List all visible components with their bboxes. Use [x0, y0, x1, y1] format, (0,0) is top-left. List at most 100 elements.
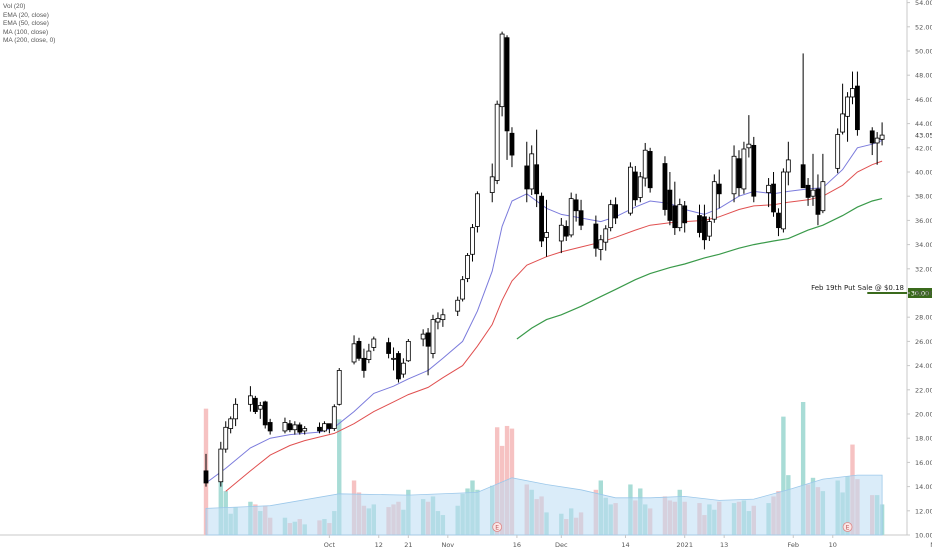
- candle-body: [233, 403, 239, 420]
- time-tick-label: 14: [621, 541, 629, 549]
- candle-body: [475, 193, 480, 227]
- candle-body: [489, 176, 495, 193]
- candle-body: [539, 195, 544, 242]
- earnings-marker: [842, 522, 853, 532]
- volume-bar: [800, 402, 806, 535]
- time-tick-label: Oct: [324, 541, 336, 549]
- legend-ma100[interactable]: MA (100, close): [3, 28, 49, 36]
- candle-body: [509, 132, 515, 156]
- candle-body: [455, 299, 461, 312]
- candle-body: [593, 223, 599, 249]
- candle-body: [815, 188, 821, 215]
- candle-body: [869, 130, 875, 144]
- ema50-line: [225, 160, 883, 492]
- candle-body: [326, 423, 332, 429]
- candle-body: [820, 181, 826, 212]
- candle-body: [371, 338, 377, 348]
- candle-body: [356, 340, 362, 359]
- time-tick-label: 12: [375, 541, 383, 549]
- candle-body: [460, 279, 466, 300]
- legend-ma200[interactable]: MA (200, close, 0): [3, 37, 56, 45]
- candle-body: [603, 228, 609, 243]
- candle-body: [608, 204, 614, 229]
- candle-body: [785, 159, 791, 173]
- time-tick-label: Mar: [930, 541, 932, 549]
- candle-body: [524, 165, 530, 190]
- candle-body: [637, 176, 643, 198]
- time-tick-label: Nov: [441, 541, 454, 549]
- legend-volume[interactable]: Vol (20): [3, 3, 26, 10]
- candle-body: [766, 184, 771, 193]
- candle-body: [563, 226, 569, 237]
- candle-body: [317, 426, 322, 432]
- candle-body: [751, 144, 757, 197]
- legend-ema50[interactable]: EMA (50, close): [3, 20, 49, 28]
- ma100-line: [516, 198, 883, 340]
- candle-body: [420, 333, 426, 340]
- candle-body: [391, 357, 396, 360]
- candle-body: [331, 406, 337, 429]
- candle-body: [322, 423, 327, 432]
- candle-body: [840, 113, 846, 133]
- put-sale-label: Feb 19th Put Sale @ $0.18: [811, 284, 904, 292]
- candle-body: [292, 424, 298, 431]
- price-tick-label: 48.00: [915, 72, 932, 80]
- candle-body: [336, 370, 342, 405]
- volume-bar: [781, 416, 786, 535]
- candle-body: [780, 171, 786, 230]
- price-tick-label: 34.00: [915, 241, 932, 249]
- legend-ema20[interactable]: EMA (20, close): [3, 11, 49, 19]
- candle-body: [361, 357, 367, 371]
- candle-body: [435, 318, 441, 323]
- volume-bar: [218, 468, 224, 535]
- candle-body: [366, 350, 372, 360]
- candle-body: [425, 332, 431, 347]
- earnings-marker-label: E: [846, 525, 850, 532]
- candle-body: [529, 153, 535, 190]
- time-tick-label: 2021: [676, 541, 693, 549]
- candle-body: [672, 205, 678, 229]
- candle-body: [800, 164, 806, 189]
- candle-body: [302, 428, 308, 432]
- candle-body: [776, 212, 781, 229]
- candle-body: [248, 395, 253, 405]
- volume-bar: [494, 427, 500, 535]
- candle-body: [731, 155, 737, 195]
- price-tick-label: 24.00: [915, 362, 932, 370]
- time-tick-label: 10: [829, 541, 837, 549]
- candle-body: [805, 184, 811, 198]
- candle-body: [405, 340, 411, 362]
- candle-body: [228, 418, 234, 429]
- time-tick-label: 21: [404, 541, 412, 549]
- price-tick-label: 50.00: [915, 48, 932, 56]
- put-sale-price-label: 30.00: [911, 290, 930, 298]
- volume-ma-area: [205, 474, 883, 536]
- candle-body: [203, 470, 209, 484]
- price-tick-label: 28.00: [915, 314, 932, 322]
- current-price-label: 43.05: [915, 132, 932, 140]
- candle-body: [613, 204, 619, 219]
- price-tick-label: 36.00: [915, 217, 932, 225]
- put-sale-price-tag: [908, 288, 932, 298]
- candle-body: [534, 164, 540, 195]
- earnings-marker-label: E: [495, 525, 499, 532]
- earnings-marker: [492, 522, 503, 532]
- candle-body: [662, 163, 668, 210]
- candle-body: [855, 85, 860, 131]
- candle-body: [573, 199, 579, 212]
- candle-body: [257, 405, 263, 410]
- candle-body: [396, 353, 401, 380]
- candle-body: [697, 215, 702, 233]
- candle-body: [632, 171, 638, 201]
- candle-body: [879, 134, 885, 140]
- volume-bar: [337, 419, 342, 535]
- candle-body: [647, 151, 653, 189]
- price-tick-label: 52.00: [915, 23, 932, 31]
- price-tick-label: 26.00: [915, 338, 932, 346]
- candle-body: [874, 137, 880, 144]
- ema20-line: [205, 140, 883, 484]
- candle-body: [677, 204, 683, 229]
- candle-body: [578, 210, 584, 226]
- candle-body: [252, 397, 258, 412]
